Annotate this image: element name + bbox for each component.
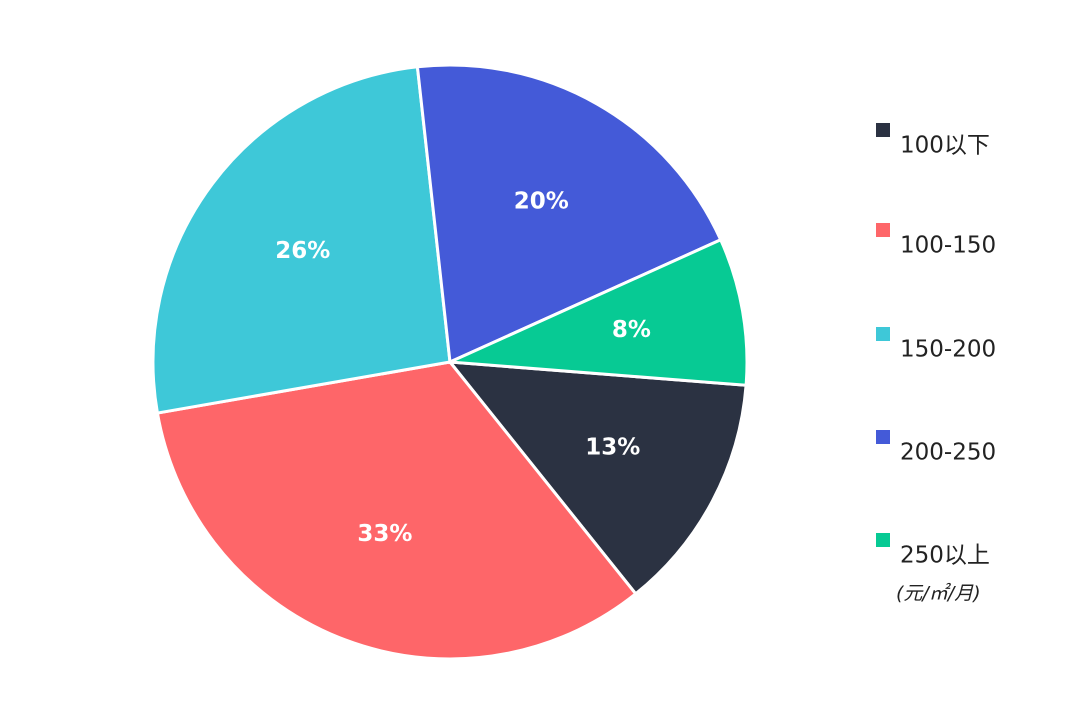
- legend-label: 100-150: [900, 233, 996, 259]
- legend-swatch: [876, 430, 890, 444]
- pie-slice: [415, 63, 723, 365]
- pie-slice: [151, 65, 452, 415]
- legend-label: 250以上: [900, 543, 990, 569]
- data-label: 26%: [275, 238, 330, 264]
- data-label: 20%: [514, 189, 569, 215]
- legend-label: 150-200: [900, 337, 996, 363]
- legend-swatch: [876, 533, 890, 547]
- legend-label: 200-250: [900, 440, 996, 466]
- legend-swatch: [876, 327, 890, 341]
- data-label: 33%: [357, 521, 412, 547]
- pie-slice: [155, 360, 638, 661]
- legend-note: (元/㎡/月): [896, 583, 981, 605]
- legend-label: 100以下: [900, 133, 990, 159]
- pie-slice: [446, 360, 748, 596]
- data-label: 8%: [612, 317, 651, 343]
- pie-slice: [449, 237, 749, 387]
- data-label: 13%: [585, 435, 640, 461]
- legend-swatch: [876, 123, 890, 137]
- legend-swatch: [876, 223, 890, 237]
